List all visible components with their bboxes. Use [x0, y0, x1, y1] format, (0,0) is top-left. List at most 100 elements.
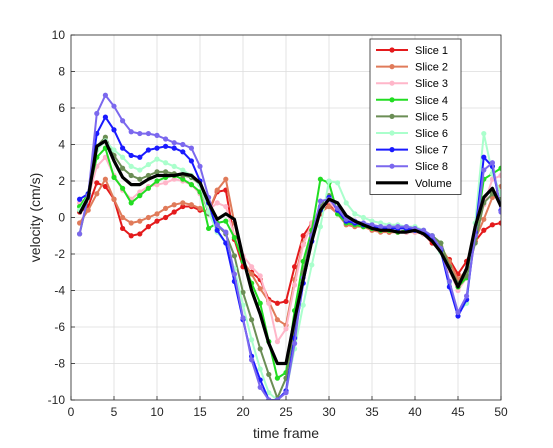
data-point — [137, 154, 143, 160]
data-point — [111, 196, 117, 202]
data-point — [102, 176, 108, 182]
data-point — [163, 136, 169, 142]
data-point — [283, 298, 289, 305]
data-point — [214, 222, 220, 228]
data-point — [223, 203, 229, 210]
data-point — [360, 214, 366, 221]
data-point — [266, 390, 272, 396]
legend-label: Slice 8 — [415, 161, 448, 173]
data-point — [120, 154, 126, 160]
data-point — [154, 178, 160, 184]
data-point — [249, 317, 255, 323]
legend-swatch-marker — [389, 113, 395, 119]
data-point — [257, 366, 263, 372]
data-point — [111, 103, 117, 109]
data-point — [249, 357, 255, 363]
data-point — [180, 176, 186, 182]
data-point — [292, 282, 298, 288]
data-point — [163, 205, 169, 211]
data-point — [163, 160, 169, 166]
x-tick-label: 40 — [408, 405, 422, 419]
data-point — [292, 340, 298, 347]
data-point — [145, 172, 151, 179]
legend-label: Slice 7 — [415, 145, 448, 157]
legend-swatch-marker — [389, 163, 395, 169]
data-point — [489, 222, 495, 228]
data-point — [300, 233, 306, 239]
data-point — [283, 390, 289, 396]
data-point — [455, 309, 461, 315]
axis-ticks: 0 5 10 15 20 25 30 35 40 45 50 -10 -8 -6 -4 -2 0 2 4 6 8 10 — [48, 28, 508, 419]
data-point — [145, 224, 151, 230]
data-point — [498, 220, 501, 226]
data-point — [128, 220, 134, 226]
legend-swatch-marker — [389, 47, 395, 53]
data-point — [188, 202, 194, 208]
legend-label: Slice 3 — [415, 78, 448, 90]
data-point — [446, 278, 452, 284]
data-point — [283, 326, 289, 332]
data-point — [171, 202, 177, 208]
legend-item: Slice 8 — [376, 161, 448, 173]
data-point — [223, 218, 229, 224]
data-point — [257, 384, 263, 390]
data-point — [274, 339, 280, 345]
legend-item: Slice 3 — [376, 78, 448, 90]
data-point — [309, 262, 315, 268]
data-point — [257, 346, 263, 352]
data-point — [266, 371, 272, 378]
data-point — [120, 214, 126, 221]
data-point — [498, 172, 501, 179]
data-point — [369, 218, 375, 224]
data-point — [481, 227, 487, 233]
data-point — [214, 200, 220, 206]
data-point — [455, 287, 461, 294]
data-point — [386, 224, 392, 230]
data-point — [180, 167, 186, 173]
data-point — [128, 200, 134, 206]
data-point — [240, 315, 246, 321]
legend-label: Slice 1 — [415, 45, 448, 57]
data-point — [163, 169, 169, 175]
data-point — [231, 271, 237, 277]
data-point — [128, 172, 134, 179]
data-point — [120, 185, 126, 191]
data-point — [120, 165, 126, 171]
data-point — [206, 209, 212, 215]
data-point — [429, 233, 435, 239]
data-point — [137, 231, 143, 237]
y-axis-label: velocity (cm/s) — [27, 173, 43, 262]
data-point — [317, 224, 323, 230]
legend-item: Slice 6 — [376, 128, 448, 140]
data-point — [231, 253, 237, 259]
data-point — [197, 163, 203, 169]
data-point — [300, 242, 306, 248]
data-point — [214, 187, 220, 193]
data-point — [102, 134, 108, 140]
data-point — [145, 161, 151, 168]
x-axis-label: time frame — [253, 425, 319, 441]
data-point — [171, 163, 177, 169]
data-point — [102, 114, 108, 120]
data-point — [274, 300, 280, 306]
data-point — [231, 234, 237, 241]
y-tick-label: -10 — [48, 393, 66, 407]
data-point — [111, 127, 117, 133]
x-tick-label: 25 — [279, 405, 293, 419]
data-point — [481, 130, 487, 137]
legend-swatch-marker — [389, 64, 395, 70]
x-tick-label: 20 — [236, 405, 250, 419]
data-point — [154, 156, 160, 162]
data-point — [266, 397, 272, 400]
data-point — [128, 152, 134, 159]
data-point — [481, 216, 487, 222]
data-point — [326, 178, 332, 184]
data-point — [85, 207, 91, 213]
data-point — [154, 169, 160, 175]
y-tick-label: 6 — [58, 101, 65, 115]
legend-label: Slice 5 — [415, 111, 448, 123]
y-tick-label: -4 — [54, 284, 65, 298]
data-point — [317, 198, 323, 204]
data-point — [120, 225, 126, 232]
data-point — [188, 182, 194, 188]
